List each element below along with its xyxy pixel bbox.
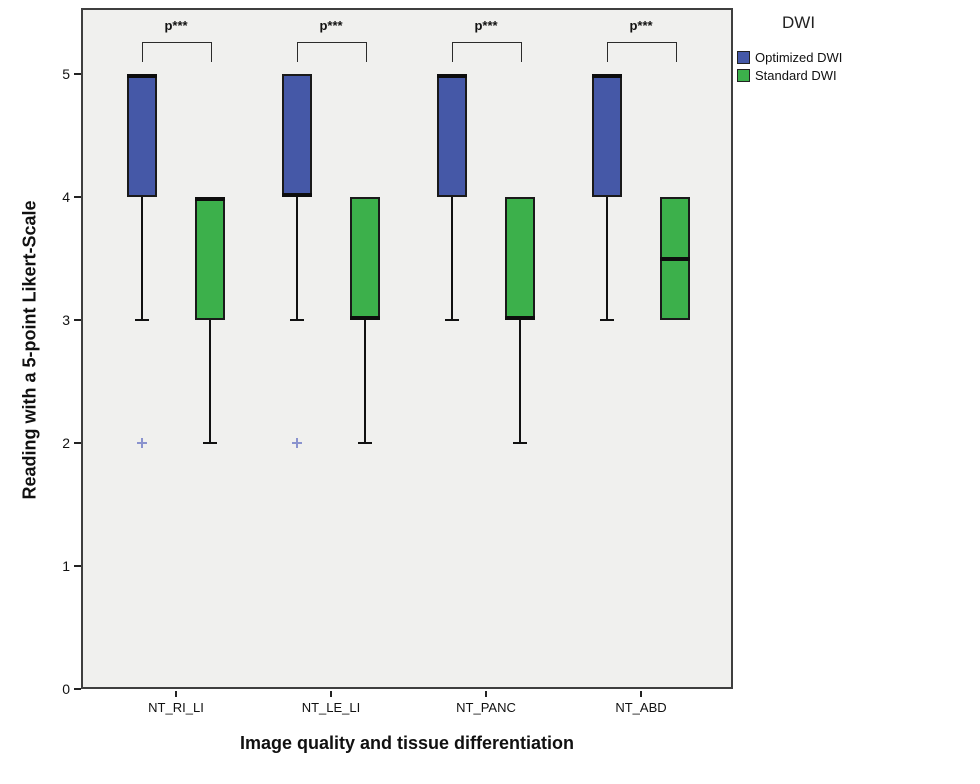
standard-dwi-swatch-icon (737, 68, 750, 82)
legend-item-label: Optimized DWI (755, 49, 843, 65)
whisker (296, 197, 298, 320)
median-line (505, 316, 535, 320)
optimized-dwi-swatch-icon (737, 50, 750, 64)
y-tick (74, 196, 81, 198)
significance-label: p*** (629, 18, 653, 33)
y-tick (74, 688, 81, 690)
y-tick-label: 2 (62, 435, 70, 451)
x-tick (485, 691, 487, 697)
box-standard-dwi-nt-ri-li (195, 197, 225, 320)
y-tick (74, 319, 81, 321)
x-tick-label: NT_RI_LI (148, 700, 204, 715)
box-optimized-dwi-nt-le-li (282, 74, 312, 197)
outlier-marker (141, 438, 143, 448)
significance-label: p*** (164, 18, 188, 33)
y-tick-label: 0 (62, 681, 70, 697)
whisker (519, 320, 521, 443)
y-tick (74, 73, 81, 75)
plot-area (81, 8, 733, 689)
median-line (282, 193, 312, 197)
median-line (350, 316, 380, 320)
box-optimized-dwi-nt-abd (592, 74, 622, 197)
whisker (141, 197, 143, 320)
whisker-cap (203, 442, 217, 444)
whisker-cap (135, 319, 149, 321)
whisker (209, 320, 211, 443)
significance-label: p*** (319, 18, 343, 33)
median-line (592, 74, 622, 78)
y-axis-title: Reading with a 5-point Likert-Scale (19, 200, 40, 500)
x-axis-title: Image quality and tissue differentiation (239, 733, 575, 753)
box-optimized-dwi-nt-ri-li (127, 74, 157, 197)
y-tick (74, 565, 81, 567)
x-tick (330, 691, 332, 697)
box-optimized-dwi-nt-panc (437, 74, 467, 197)
whisker-cap (290, 319, 304, 321)
box-standard-dwi-nt-panc (505, 197, 535, 320)
whisker-cap (358, 442, 372, 444)
whisker (606, 197, 608, 320)
whisker-cap (445, 319, 459, 321)
x-tick (640, 691, 642, 697)
significance-bracket (607, 42, 677, 62)
y-tick-label: 1 (62, 558, 70, 574)
y-tick (74, 442, 81, 444)
y-tick-label: 5 (62, 66, 70, 82)
median-line (437, 74, 467, 78)
x-tick-label: NT_LE_LI (301, 700, 361, 715)
significance-bracket (452, 42, 522, 62)
significance-label: p*** (474, 18, 498, 33)
significance-bracket (142, 42, 212, 62)
whisker (364, 320, 366, 443)
x-tick (175, 691, 177, 697)
outlier-marker (296, 438, 298, 448)
legend-item-label: Standard DWI (755, 67, 837, 83)
box-standard-dwi-nt-le-li (350, 197, 380, 320)
whisker (451, 197, 453, 320)
legend-item-optimized-dwi: Optimized DWI (737, 49, 842, 65)
significance-bracket (297, 42, 367, 62)
whisker-cap (513, 442, 527, 444)
y-tick-label: 4 (62, 189, 70, 205)
y-tick-label: 3 (62, 312, 70, 328)
median-line (660, 256, 690, 261)
legend-title: DWI (782, 13, 816, 32)
x-tick-label: NT_PANC (456, 700, 516, 715)
median-line (195, 197, 225, 201)
whisker-cap (600, 319, 614, 321)
legend-item-standard-dwi: Standard DWI (737, 67, 837, 83)
x-tick-label: NT_ABD (615, 700, 667, 715)
median-line (127, 74, 157, 78)
